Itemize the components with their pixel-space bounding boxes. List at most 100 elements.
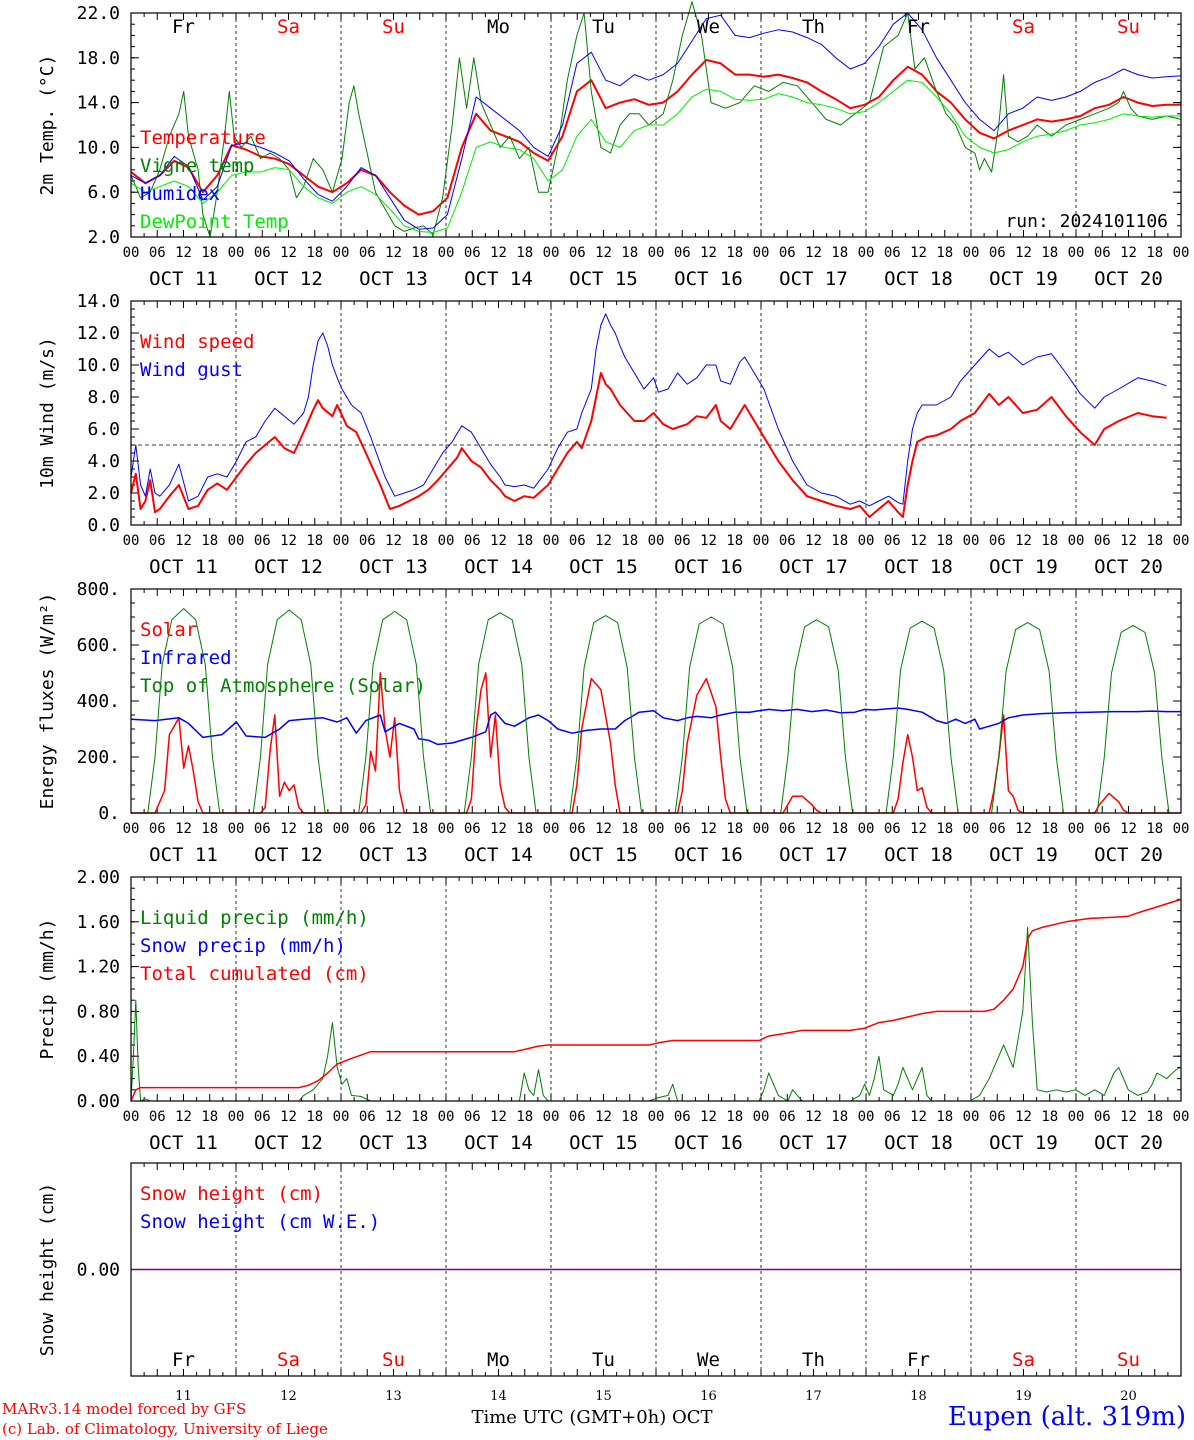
x-hour-label: 00 xyxy=(1173,821,1190,837)
day-label: Mo xyxy=(487,16,510,38)
x-date-label: OCT 12 xyxy=(254,268,323,290)
y-tick-label: 0.80 xyxy=(77,1001,120,1022)
x-hour-label: 06 xyxy=(989,1109,1006,1125)
series-line xyxy=(130,707,1181,746)
x-hour-label: 00 xyxy=(438,245,455,261)
x-date-label: OCT 12 xyxy=(254,1132,323,1154)
x-hour-label: 18 xyxy=(621,1109,638,1125)
x-date-label: OCT 18 xyxy=(884,268,953,290)
y-tick-label: 22.0 xyxy=(77,3,120,24)
x-hour-label: 18 xyxy=(1041,1109,1058,1125)
y-tick-label: 800. xyxy=(77,579,120,600)
y-tick-label: 2.0 xyxy=(87,227,120,248)
x-hour-label: 06 xyxy=(149,533,166,549)
x-hour-label: 18 xyxy=(936,1109,953,1125)
x-hour-label: 06 xyxy=(359,1109,376,1125)
x-date-label: OCT 16 xyxy=(674,268,743,290)
legend-entry: DewPoint Temp xyxy=(140,211,289,233)
y-axis-label: Snow height (cm) xyxy=(37,1183,58,1356)
y-tick-label: 6.0 xyxy=(87,182,120,203)
day-number: 15 xyxy=(595,1389,612,1404)
x-hour-label: 12 xyxy=(700,533,717,549)
x-hour-label: 18 xyxy=(831,533,848,549)
x-hour-label: 18 xyxy=(726,1109,743,1125)
series-line xyxy=(130,59,1181,216)
x-date-label: OCT 20 xyxy=(1094,556,1163,578)
day-label: Sa xyxy=(1012,16,1035,38)
x-hour-label: 18 xyxy=(831,245,848,261)
legend-entry: Humidex xyxy=(140,183,220,205)
x-hour-label: 00 xyxy=(648,533,665,549)
x-hour-label: 12 xyxy=(700,1109,717,1125)
series-line xyxy=(130,79,1181,233)
x-hour-label: 12 xyxy=(175,1109,192,1125)
x-hour-label: 00 xyxy=(858,821,875,837)
x-hour-label: 00 xyxy=(1068,1109,1085,1125)
day-label: Su xyxy=(1117,16,1140,38)
x-hour-label: 12 xyxy=(385,821,402,837)
x-hour-label: 12 xyxy=(490,245,507,261)
y-tick-label: 6.0 xyxy=(87,419,120,440)
y-tick-label: 0.0 xyxy=(87,515,120,536)
x-hour-label: 12 xyxy=(280,1109,297,1125)
x-hour-label: 12 xyxy=(595,245,612,261)
y-tick-label: 1.20 xyxy=(77,957,120,978)
x-hour-label: 12 xyxy=(910,821,927,837)
x-date-label: OCT 19 xyxy=(989,1132,1058,1154)
x-date-label: OCT 12 xyxy=(254,844,323,866)
x-hour-label: 00 xyxy=(858,245,875,261)
x-date-label: OCT 15 xyxy=(569,1132,638,1154)
x-hour-label: 18 xyxy=(1041,245,1058,261)
x-date-label: OCT 11 xyxy=(149,556,218,578)
x-hour-label: 00 xyxy=(858,533,875,549)
x-hour-label: 12 xyxy=(1015,245,1032,261)
x-hour-label: 00 xyxy=(543,821,560,837)
x-date-label: OCT 20 xyxy=(1094,1132,1163,1154)
x-hour-label: 12 xyxy=(175,821,192,837)
x-date-label: OCT 16 xyxy=(674,1132,743,1154)
x-hour-label: 00 xyxy=(543,1109,560,1125)
x-hour-label: 06 xyxy=(359,821,376,837)
day-number: 13 xyxy=(385,1389,402,1404)
x-date-label: OCT 16 xyxy=(674,556,743,578)
legend-entry: Snow height (cm W.E.) xyxy=(140,1211,380,1233)
x-hour-label: 00 xyxy=(333,533,350,549)
x-hour-label: 18 xyxy=(516,821,533,837)
x-hour-label: 00 xyxy=(123,1109,140,1125)
plot-frame xyxy=(130,876,1182,1102)
x-hour-label: 06 xyxy=(569,533,586,549)
x-hour-label: 06 xyxy=(464,1109,481,1125)
x-hour-label: 00 xyxy=(648,821,665,837)
x-hour-label: 00 xyxy=(648,1109,665,1125)
x-date-label: OCT 14 xyxy=(464,268,533,290)
x-date-label: OCT 19 xyxy=(989,844,1058,866)
x-hour-label: 12 xyxy=(175,533,192,549)
x-hour-label: 06 xyxy=(254,245,271,261)
x-hour-label: 12 xyxy=(595,1109,612,1125)
x-date-label: OCT 11 xyxy=(149,1132,218,1154)
y-tick-label: 400. xyxy=(77,691,120,712)
x-hour-label: 18 xyxy=(516,245,533,261)
lab-credit: (c) Lab. of Climatology, University of L… xyxy=(2,1420,328,1438)
x-date-label: OCT 16 xyxy=(674,844,743,866)
x-hour-label: 06 xyxy=(674,1109,691,1125)
x-hour-label: 06 xyxy=(989,533,1006,549)
x-hour-label: 00 xyxy=(438,533,455,549)
x-hour-label: 06 xyxy=(464,821,481,837)
day-number: 20 xyxy=(1120,1389,1137,1404)
day-label: Sa xyxy=(277,16,300,38)
x-hour-label: 06 xyxy=(1094,1109,1111,1125)
series-line xyxy=(130,1,1182,238)
x-date-label: OCT 13 xyxy=(359,556,428,578)
x-date-label: OCT 14 xyxy=(464,844,533,866)
x-hour-label: 12 xyxy=(805,821,822,837)
x-hour-label: 00 xyxy=(333,821,350,837)
x-hour-label: 12 xyxy=(910,533,927,549)
x-hour-label: 12 xyxy=(175,245,192,261)
x-date-label: OCT 12 xyxy=(254,556,323,578)
x-hour-label: 18 xyxy=(621,821,638,837)
x-hour-label: 18 xyxy=(411,533,428,549)
x-date-label: OCT 15 xyxy=(569,844,638,866)
x-date-label: OCT 20 xyxy=(1094,844,1163,866)
x-hour-label: 12 xyxy=(1120,533,1137,549)
